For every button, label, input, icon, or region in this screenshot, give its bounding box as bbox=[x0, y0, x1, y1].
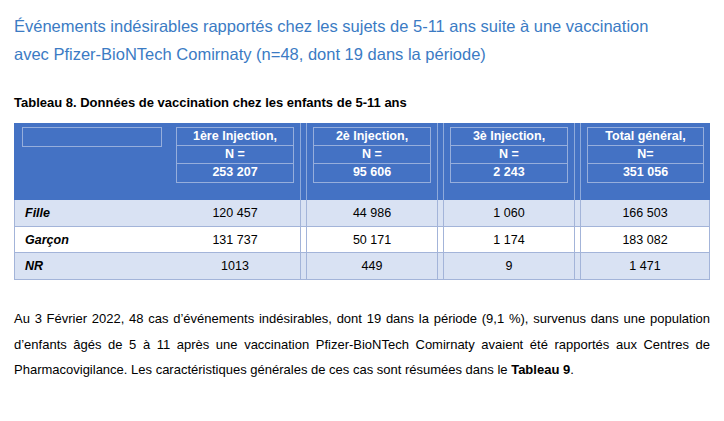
body-paragraph: Au 3 Février 2022, 48 cas d’événements i… bbox=[14, 306, 710, 383]
header-col-total: Total général, N= 351 056 bbox=[581, 123, 710, 200]
header-column-separator bbox=[437, 123, 444, 200]
column-separator bbox=[300, 227, 307, 253]
column-separator bbox=[437, 227, 444, 253]
tableau9-reference: Tableau 9 bbox=[511, 362, 570, 377]
document-title: Événements indésirables rapportés chez l… bbox=[14, 12, 714, 68]
header-col4-label: Total général, bbox=[588, 128, 703, 146]
header-empty-box bbox=[22, 127, 162, 147]
cell-garcon-injection3: 1 174 bbox=[444, 227, 574, 253]
column-separator bbox=[300, 253, 307, 280]
header-col2-n-label: N = bbox=[314, 146, 430, 164]
row-label-nr: NR bbox=[14, 253, 170, 280]
column-separator bbox=[437, 253, 444, 280]
cell-fille-injection1: 120 457 bbox=[170, 200, 300, 227]
header-col4-n-label: N= bbox=[588, 146, 703, 164]
cell-garcon-injection1: 131 737 bbox=[170, 227, 300, 253]
header-col3-n-label: N = bbox=[451, 146, 567, 164]
header-col-injection-1: 1ère Injection, N = 253 207 bbox=[170, 123, 300, 200]
header-col3-label: 3è Injection, bbox=[451, 128, 567, 146]
header-column-separator bbox=[300, 123, 307, 200]
vaccination-table: 1ère Injection, N = 253 207 2è Injection… bbox=[14, 123, 710, 280]
cell-garcon-injection2: 50 171 bbox=[307, 227, 437, 253]
column-separator bbox=[574, 253, 581, 280]
cell-garcon-total: 183 082 bbox=[581, 227, 710, 253]
row-label-fille: Fille bbox=[14, 200, 170, 227]
header-col-injection-2: 2è Injection, N = 95 606 bbox=[307, 123, 437, 200]
header-column-separator bbox=[574, 123, 581, 200]
column-separator bbox=[300, 200, 307, 227]
header-col1-label: 1ère Injection, bbox=[177, 128, 293, 146]
paragraph-text: Au 3 Février 2022, 48 cas d’événements i… bbox=[14, 311, 710, 377]
document-page: Événements indésirables rapportés chez l… bbox=[0, 0, 724, 421]
cell-fille-injection3: 1 060 bbox=[444, 200, 574, 227]
cell-fille-total: 166 503 bbox=[581, 200, 710, 227]
header-col2-label: 2è Injection, bbox=[314, 128, 430, 146]
column-separator bbox=[574, 227, 581, 253]
header-empty-cell bbox=[14, 123, 170, 200]
cell-nr-injection2: 449 bbox=[307, 253, 437, 280]
cell-nr-total: 1 471 bbox=[581, 253, 710, 280]
header-col1-n-value: 253 207 bbox=[177, 164, 293, 182]
table-caption: Tableau 8. Données de vaccination chez l… bbox=[14, 95, 710, 111]
header-col2-n-value: 95 606 bbox=[314, 164, 430, 182]
column-separator bbox=[574, 200, 581, 227]
header-col3-n-value: 2 243 bbox=[451, 164, 567, 182]
header-col-injection-3: 3è Injection, N = 2 243 bbox=[444, 123, 574, 200]
document-title-line1: Événements indésirables rapportés chez l… bbox=[14, 12, 714, 40]
document-title-line2: avec Pfizer-BioNTech Comirnaty (n=48, do… bbox=[14, 40, 714, 68]
cell-nr-injection1: 1013 bbox=[170, 253, 300, 280]
column-separator bbox=[437, 200, 444, 227]
header-col4-n-value: 351 056 bbox=[588, 164, 703, 182]
cell-nr-injection3: 9 bbox=[444, 253, 574, 280]
cell-fille-injection2: 44 986 bbox=[307, 200, 437, 227]
row-label-garcon: Garçon bbox=[14, 227, 170, 253]
header-col1-n-label: N = bbox=[177, 146, 293, 164]
paragraph-end: . bbox=[570, 362, 574, 377]
